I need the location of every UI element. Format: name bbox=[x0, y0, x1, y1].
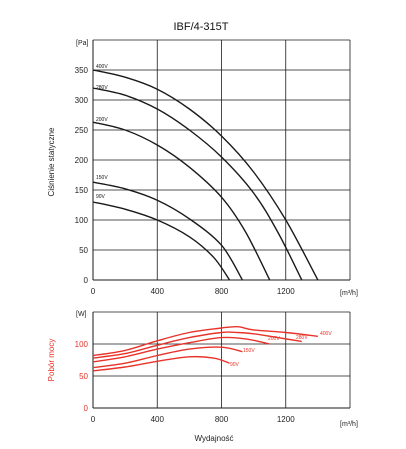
power-ticks: 0 50 100 0 400 800 1200 bbox=[75, 340, 296, 424]
pressure-y-tick-label: 250 bbox=[75, 126, 89, 135]
pressure-series-label-280v: 280V bbox=[96, 85, 108, 91]
power-x-tick-label: 1200 bbox=[277, 415, 295, 424]
top-flow-unit-label: [m³/h] bbox=[340, 290, 358, 297]
static-pressure-grid bbox=[92, 39, 351, 281]
pressure-curve-400v bbox=[92, 69, 319, 281]
power-curve-150v bbox=[92, 346, 243, 369]
pressure-series-label-90v: 90V bbox=[96, 194, 106, 200]
pressure-x-tick-label: 400 bbox=[151, 287, 165, 296]
static-pressure-ticks: 0 50 100 150 200 250 300 350 0 400 800 1200 bbox=[75, 66, 296, 296]
power-y-tick-label: 0 bbox=[84, 404, 89, 413]
power-curve-280v bbox=[92, 331, 302, 359]
flow-axis-label: Wydajność bbox=[194, 434, 233, 443]
pressure-unit-label: [Pa] bbox=[76, 40, 89, 47]
pressure-y-tick-label: 0 bbox=[84, 276, 89, 285]
static-pressure-curves bbox=[92, 69, 319, 281]
pressure-curve-200v bbox=[92, 121, 271, 281]
power-series-label-150v: 150V bbox=[243, 348, 255, 354]
power-consumption-chart: 400V 280V 200V 150V 90V 0 50 100 0 400 800 1200 [W… bbox=[47, 311, 358, 428]
power-axis-label: Pobór mocy bbox=[47, 339, 56, 382]
bottom-flow-unit-label: [m³/h] bbox=[340, 421, 358, 428]
pressure-axis-label: Ciśnienie statyczne bbox=[47, 127, 56, 196]
power-x-tick-label: 0 bbox=[91, 415, 96, 424]
pressure-series-label-400v: 400V bbox=[96, 64, 108, 70]
pressure-curve-150v bbox=[92, 181, 243, 281]
pressure-y-tick-label: 50 bbox=[79, 246, 88, 255]
pressure-x-tick-label: 1200 bbox=[277, 287, 295, 296]
static-pressure-curve-labels: 400V 280V 200V 150V 90V bbox=[96, 64, 108, 200]
pressure-x-tick-label: 0 bbox=[91, 287, 96, 296]
power-curve-200v bbox=[92, 336, 270, 363]
pressure-y-tick-label: 150 bbox=[75, 186, 89, 195]
pressure-curve-90v bbox=[92, 201, 231, 281]
power-series-label-280v: 280V bbox=[296, 335, 308, 341]
power-x-tick-label: 800 bbox=[215, 415, 229, 424]
static-pressure-chart: 400V 280V 200V 150V 90V 0 50 100 150 200 250 300 35… bbox=[47, 39, 358, 297]
power-curve-400v bbox=[92, 325, 318, 357]
chart-title: IBF/4-315T bbox=[173, 21, 228, 33]
power-y-tick-label: 50 bbox=[79, 372, 88, 381]
pressure-y-tick-label: 300 bbox=[75, 96, 89, 105]
pressure-curve-280v bbox=[92, 87, 303, 281]
pressure-y-tick-label: 200 bbox=[75, 156, 89, 165]
pressure-y-tick-label: 100 bbox=[75, 216, 89, 225]
power-series-label-90v: 90V bbox=[230, 362, 240, 368]
power-series-label-200v: 200V bbox=[268, 336, 280, 342]
power-unit-label: [W] bbox=[76, 311, 87, 318]
power-curve-labels: 400V 280V 200V 150V 90V bbox=[230, 331, 332, 368]
pressure-y-tick-label: 350 bbox=[75, 66, 89, 75]
power-curves bbox=[92, 325, 318, 372]
pressure-series-label-150v: 150V bbox=[96, 175, 108, 181]
power-y-tick-label: 100 bbox=[75, 340, 89, 349]
power-x-tick-label: 400 bbox=[151, 415, 165, 424]
pressure-series-label-200v: 200V bbox=[96, 117, 108, 123]
power-curve-90v bbox=[92, 355, 230, 372]
power-series-label-400v: 400V bbox=[320, 331, 332, 337]
pressure-x-tick-label: 800 bbox=[215, 287, 229, 296]
